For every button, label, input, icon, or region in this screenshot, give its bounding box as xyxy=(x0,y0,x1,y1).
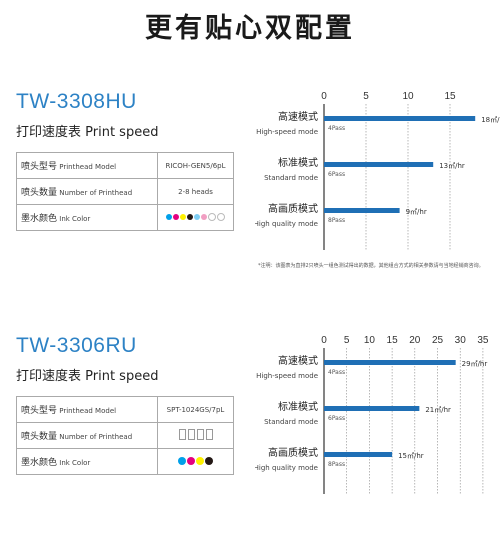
pass-label: 6Pass xyxy=(328,171,345,178)
spec-label-en: Printhead Model xyxy=(59,163,117,171)
x-tick-label: 25 xyxy=(432,335,444,346)
spec-label-en: Ink Color xyxy=(59,459,91,467)
spec-label-cn: 喷头数量 xyxy=(21,432,58,442)
spec-label-cn: 喷头型号 xyxy=(21,406,58,416)
speed-bar xyxy=(324,116,476,121)
ink-color-dot xyxy=(180,214,186,220)
spec-row-ink-color: 墨水颜色 Ink Color xyxy=(16,204,234,231)
spec-label-cn: 喷头型号 xyxy=(21,162,58,172)
ink-color-dot xyxy=(196,456,204,465)
speed-value-label: 9㎡/hr xyxy=(406,208,427,216)
speed-bar xyxy=(324,162,434,167)
model-title: TW-3306RU xyxy=(16,334,137,357)
spec-value: 2-8 heads xyxy=(157,178,234,205)
x-tick-label: 20 xyxy=(409,335,421,346)
printhead-count-boxes xyxy=(178,429,214,442)
ink-color-dot xyxy=(187,214,193,220)
speed-value-label: 15㎡/hr xyxy=(398,452,424,460)
mode-label-cn: 高速模式 xyxy=(278,110,318,123)
section-tw-3308hu: TW-3308HU 打印速度表 Print speed 喷头型号 Printhe… xyxy=(0,90,500,310)
speed-value-label: 29㎡/hr xyxy=(462,360,488,368)
speed-chart: 0 5 10 15 高速模式 High-speed mode 18㎡/hr 4Pass 标准模式… xyxy=(255,90,500,290)
pass-label: 6Pass xyxy=(328,415,345,422)
mode-label-en: High-speed mode xyxy=(256,372,318,380)
mode-label-en: High quality mode xyxy=(255,464,318,472)
ink-color-dot xyxy=(217,213,225,221)
x-tick-label: 15 xyxy=(444,91,456,102)
speed-value-label: 18㎡/hr xyxy=(481,116,500,124)
pass-label: 8Pass xyxy=(328,461,345,468)
speed-chart: 0 5 10 15 20 25 30 35 高速模式 High-speed mode 29㎡/hr 4… xyxy=(255,334,500,534)
spec-table: 喷头型号 Printhead Model RICOH-GEN5/6pL 喷头数量… xyxy=(16,152,234,231)
speed-bar xyxy=(324,406,420,411)
x-tick-label: 15 xyxy=(387,335,399,346)
speed-value-label: 21㎡/hr xyxy=(425,406,451,414)
speed-value-label: 13㎡/hr xyxy=(439,162,465,170)
mode-label-cn: 高画质模式 xyxy=(268,202,318,215)
spec-value: SPT-1024GS/7pL xyxy=(157,396,234,423)
x-tick-label: 5 xyxy=(344,335,350,346)
x-tick-label: 10 xyxy=(402,91,414,102)
speed-bar xyxy=(324,452,393,457)
footnote: *注明：该图表为直排2只喷头一组色测试得出的数据，其他组合方式的相关参数请与当地… xyxy=(258,263,484,269)
page-title: 更有贴心双配置 xyxy=(145,13,355,44)
pass-label: 4Pass xyxy=(328,369,345,376)
spec-table: 喷头型号 Printhead Model SPT-1024GS/7pL 喷头数量… xyxy=(16,396,234,475)
spec-row-printhead-count: 喷头数量 Number of Printhead xyxy=(16,422,234,449)
ink-color-dot xyxy=(208,213,216,221)
speed-table-title: 打印速度表 Print speed xyxy=(16,125,159,140)
spec-label-cn: 喷头数量 xyxy=(21,188,58,198)
pass-label: 4Pass xyxy=(328,125,345,132)
spec-label-cn: 墨水颜色 xyxy=(21,458,58,468)
speed-bar xyxy=(324,360,456,365)
spec-value: RICOH-GEN5/6pL xyxy=(157,152,234,179)
spec-label-en: Printhead Model xyxy=(59,407,117,415)
ink-color-dots xyxy=(178,456,213,465)
spec-row-printhead-count: 喷头数量 Number of Printhead 2-8 heads xyxy=(16,178,234,205)
ink-color-dot xyxy=(187,456,195,465)
speed-chart-svg: 0 5 10 15 高速模式 High-speed mode 18㎡/hr 4Pass 标准模式… xyxy=(255,91,500,250)
spec-row-ink-color: 墨水颜色 Ink Color xyxy=(16,448,234,475)
speed-table-title: 打印速度表 Print speed xyxy=(16,369,159,384)
spec-row-printhead-model: 喷头型号 Printhead Model RICOH-GEN5/6pL xyxy=(16,152,234,179)
spec-label-en: Number of Printhead xyxy=(59,189,133,197)
mode-label-en: High-speed mode xyxy=(256,128,318,136)
mode-label-en: Standard mode xyxy=(264,174,318,182)
spec-label-en: Number of Printhead xyxy=(59,433,133,441)
mode-label-en: High quality mode xyxy=(255,220,318,228)
mode-label-cn: 高画质模式 xyxy=(268,446,318,459)
ink-color-dot xyxy=(201,214,207,220)
x-tick-label: 30 xyxy=(455,335,467,346)
pass-label: 8Pass xyxy=(328,217,345,224)
ink-color-dot xyxy=(194,214,200,220)
mode-label-cn: 高速模式 xyxy=(278,354,318,367)
spec-label-en: Ink Color xyxy=(59,215,91,223)
speed-bar xyxy=(324,208,400,213)
spec-label-cn: 墨水颜色 xyxy=(21,214,58,224)
x-tick-label: 35 xyxy=(477,335,489,346)
ink-color-dot xyxy=(166,214,172,220)
x-tick-label: 0 xyxy=(321,335,327,346)
speed-chart-svg: 0 5 10 15 20 25 30 35 高速模式 High-speed mode 29㎡/hr 4… xyxy=(255,335,489,494)
x-tick-label: 5 xyxy=(363,91,369,102)
ink-color-dot xyxy=(178,456,186,465)
x-tick-label: 10 xyxy=(364,335,376,346)
x-tick-label: 0 xyxy=(321,91,327,102)
section-tw-3306ru: TW-3306RU 打印速度表 Print speed 喷头型号 Printhe… xyxy=(0,334,500,554)
mode-label-cn: 标准模式 xyxy=(278,400,318,413)
mode-label-en: Standard mode xyxy=(264,418,318,426)
ink-color-dot xyxy=(205,456,213,465)
ink-color-dots xyxy=(166,213,225,221)
ink-color-dot xyxy=(173,214,179,220)
spec-row-printhead-model: 喷头型号 Printhead Model SPT-1024GS/7pL xyxy=(16,396,234,423)
mode-label-cn: 标准模式 xyxy=(278,156,318,169)
model-title: TW-3308HU xyxy=(16,90,137,113)
